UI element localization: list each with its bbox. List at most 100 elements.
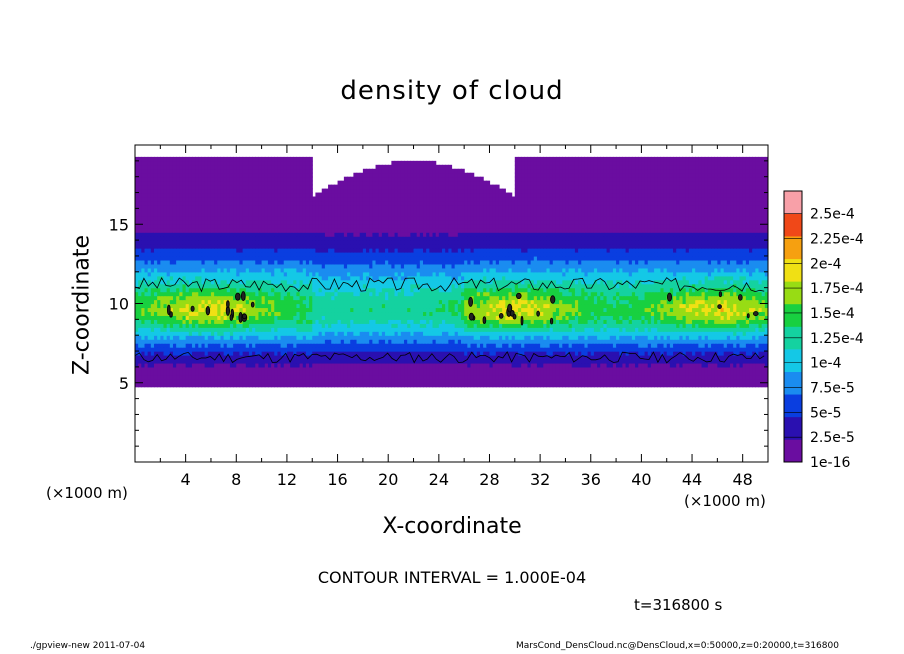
field-cell	[606, 327, 611, 332]
field-cell	[524, 319, 529, 324]
field-cell	[163, 327, 168, 332]
field-cell	[255, 299, 260, 305]
field-cell	[252, 382, 256, 388]
field-cell	[157, 287, 161, 293]
field-cell	[704, 358, 709, 364]
field-cell	[315, 323, 320, 328]
field-cell	[742, 319, 747, 324]
field-cell	[286, 303, 291, 309]
field-cell	[359, 374, 364, 380]
field-cell	[711, 358, 715, 364]
field-cell	[362, 358, 367, 364]
field-cell	[182, 299, 187, 305]
field-cell	[543, 358, 548, 364]
field-cell	[419, 335, 424, 340]
field-cell	[495, 374, 500, 380]
contour-interval-note: CONTOUR INTERVAL = 1.000E-04	[317, 568, 587, 587]
field-cell	[372, 347, 377, 352]
field-cell	[169, 295, 174, 301]
field-cell	[749, 291, 753, 297]
field-cell	[555, 295, 560, 301]
field-cell	[679, 335, 684, 340]
field-cell	[625, 358, 630, 364]
field-cell	[638, 295, 643, 301]
field-cell	[223, 287, 228, 293]
field-cell	[483, 382, 487, 388]
field-cell	[508, 291, 513, 297]
field-cell	[280, 295, 285, 301]
field-cell	[483, 358, 487, 364]
field-cell	[226, 287, 231, 293]
field-cell	[271, 319, 275, 324]
field-cell	[191, 331, 196, 336]
field-cell	[432, 323, 437, 328]
field-cell	[419, 366, 424, 372]
field-cell	[524, 339, 529, 344]
field-cell	[536, 331, 541, 336]
field-cell	[647, 351, 652, 356]
field-cell	[647, 347, 652, 352]
field-cell	[606, 366, 611, 372]
field-cell	[366, 382, 370, 388]
field-cell	[546, 358, 551, 364]
field-cell	[495, 307, 500, 313]
field-cell	[432, 291, 437, 297]
field-cell	[185, 355, 190, 360]
field-cell	[559, 370, 563, 376]
field-cell	[271, 303, 275, 309]
field-cell	[606, 315, 611, 320]
field-cell	[574, 343, 579, 348]
field-cell	[454, 299, 459, 305]
field-cell	[423, 287, 427, 293]
field-cell	[454, 315, 459, 320]
field-cell	[207, 374, 212, 380]
field-cell	[293, 358, 298, 364]
field-cell	[220, 355, 225, 360]
field-cell	[309, 335, 313, 340]
field-cell	[416, 303, 421, 309]
field-cell	[258, 335, 263, 340]
field-cell	[511, 351, 516, 356]
field-cell	[157, 307, 161, 313]
field-cell	[239, 323, 244, 328]
field-cell	[695, 374, 699, 380]
field-cell	[160, 331, 165, 336]
field-cell	[248, 295, 253, 301]
field-cell	[517, 378, 522, 384]
field-cell	[688, 343, 693, 348]
field-cell	[600, 311, 605, 316]
field-cell	[543, 347, 548, 352]
field-cell	[673, 358, 677, 364]
field-cell	[749, 343, 753, 348]
field-cell	[448, 307, 453, 313]
field-cell	[711, 291, 715, 297]
field-cell	[362, 355, 367, 360]
field-cell	[372, 343, 377, 348]
field-cell	[638, 331, 643, 336]
field-cell	[201, 343, 206, 348]
field-cell	[631, 303, 636, 309]
field-cell	[226, 339, 231, 344]
field-cell	[353, 291, 358, 297]
field-cell	[353, 339, 358, 344]
field-cell	[293, 362, 298, 368]
field-cell	[331, 319, 335, 324]
field-cell	[479, 311, 484, 316]
field-cell	[451, 339, 456, 344]
field-cell	[559, 315, 563, 320]
field-cell	[242, 343, 247, 348]
field-cell	[347, 323, 351, 328]
field-cell	[210, 351, 215, 356]
field-cell	[283, 303, 288, 309]
field-cell	[489, 327, 494, 332]
field-cell	[264, 335, 269, 340]
field-cell	[593, 335, 598, 340]
field-cell	[597, 362, 601, 368]
field-cell	[172, 315, 177, 320]
field-cell	[347, 362, 351, 368]
field-cell	[328, 303, 332, 309]
field-cell	[369, 315, 373, 320]
field-cell	[176, 339, 180, 344]
field-cell	[536, 339, 541, 344]
field-cell	[451, 343, 456, 348]
